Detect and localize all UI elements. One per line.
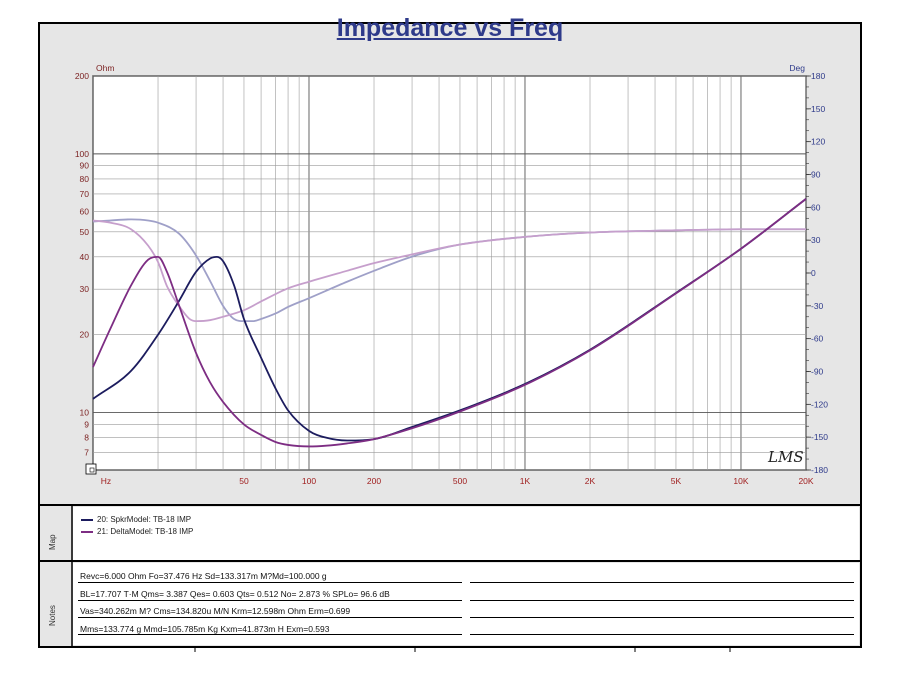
chart-title-wrap: Impedance vs Freq — [0, 14, 900, 43]
left-tick-label: 40 — [80, 252, 90, 262]
right-tick-label: 30 — [811, 235, 821, 245]
plot-area — [92, 75, 807, 471]
left-tick-label: 10 — [80, 408, 90, 418]
cursor-marker-inner-icon — [89, 467, 95, 473]
legend-label-deltamodel: 21: DeltaModel: TB-18 IMP — [97, 527, 194, 536]
x-tick-label: 2K — [585, 476, 596, 486]
left-tick-label: 20 — [80, 330, 90, 340]
note-line-2: BL=17.707 T·M Qms= 3.387 Qes= 0.603 Qts=… — [80, 589, 390, 599]
notes-panel-label: Notes — [48, 605, 57, 626]
left-tick-label: 90 — [80, 161, 90, 171]
right-tick-label: -180 — [811, 465, 828, 475]
left-tick-label: 60 — [80, 206, 90, 216]
x-tick-label: 50 — [239, 476, 249, 486]
right-axis-tick-labels: 180 150 120 90 60 30 0 -30 -60 -90 -120 -150 -180 — [806, 71, 828, 475]
right-tick-label: -60 — [811, 334, 824, 344]
x-tick-label: 200 — [367, 476, 381, 486]
right-tick-label: -120 — [811, 399, 828, 409]
left-tick-label: 7 — [84, 448, 89, 458]
left-tick-label: 200 — [75, 71, 89, 81]
x-tick-label: 1K — [520, 476, 531, 486]
legend-item-deltamodel[interactable]: 21: DeltaModel: TB-18 IMP — [81, 527, 193, 537]
map-panel-label: Map — [48, 534, 57, 550]
note-underline-2b — [470, 600, 854, 601]
x-tick-label: 20K — [798, 476, 813, 486]
map-panel-area — [73, 507, 859, 560]
series-group — [92, 198, 807, 448]
legend-swatch-deltamodel — [81, 530, 93, 533]
x-tick-label: Hz — [101, 476, 111, 486]
legend-swatch-spkrmodel — [81, 518, 93, 521]
right-tick-label: -30 — [811, 301, 824, 311]
x-axis-tick-labels: Hz 50 100 200 500 1K 2K 5K 10K 20K — [101, 476, 814, 486]
phase-curve-deltamodel — [92, 219, 806, 323]
x-tick-label: 10K — [733, 476, 748, 486]
right-tick-label: 120 — [811, 137, 825, 147]
left-tick-label: 9 — [84, 419, 89, 429]
left-axis-unit: Ohm — [96, 63, 114, 73]
right-tick-label: 60 — [811, 202, 821, 212]
note-line-1: Revc=6.000 Ohm Fo=37.476 Hz Sd=133.317m … — [80, 571, 327, 581]
note-line-4: Mms=133.774 g Mmd=105.785m Kg Kxm=41.873… — [80, 624, 330, 634]
legend-item-spkrmodel[interactable]: 20: SpkrModel: TB-18 IMP — [81, 515, 191, 525]
note-underline-3 — [78, 617, 462, 618]
right-axis-unit: Deg — [789, 63, 805, 73]
left-tick-label: 70 — [80, 189, 90, 199]
left-tick-label: 8 — [84, 433, 89, 443]
right-tick-label: -90 — [811, 367, 824, 377]
note-underline-2 — [78, 600, 462, 601]
x-tick-label: 5K — [671, 476, 682, 486]
right-tick-label: 90 — [811, 170, 821, 180]
note-underline-4 — [78, 634, 462, 635]
right-tick-label: -150 — [811, 432, 828, 442]
left-tick-label: 30 — [80, 284, 90, 294]
lms-watermark: LMS — [767, 448, 804, 466]
right-tick-label: 150 — [811, 104, 825, 114]
left-tick-label: 50 — [80, 227, 90, 237]
left-tick-label: 100 — [75, 149, 89, 159]
left-tick-label: 80 — [80, 174, 90, 184]
note-underline-1b — [470, 582, 854, 583]
chart-title: Impedance vs Freq — [336, 14, 564, 42]
notes-panel-area — [73, 563, 859, 645]
note-underline-1 — [78, 582, 462, 583]
x-tick-label: 500 — [453, 476, 467, 486]
right-tick-label: 180 — [811, 71, 825, 81]
impedance-curve-deltamodel — [92, 198, 807, 448]
legend-label-spkrmodel: 20: SpkrModel: TB-18 IMP — [97, 515, 192, 524]
left-axis-tick-labels: 200 100 90 80 70 60 50 40 30 20 109 8 7 — [75, 71, 89, 458]
cursor-marker-icon — [85, 463, 97, 475]
right-tick-label: 0 — [811, 268, 816, 278]
note-line-3: Vas=340.262m M? Cms=134.820u M/N Krm=12.… — [80, 606, 351, 616]
x-tick-label: 100 — [302, 476, 316, 486]
note-underline-4b — [470, 634, 854, 635]
note-underline-3b — [470, 617, 854, 618]
